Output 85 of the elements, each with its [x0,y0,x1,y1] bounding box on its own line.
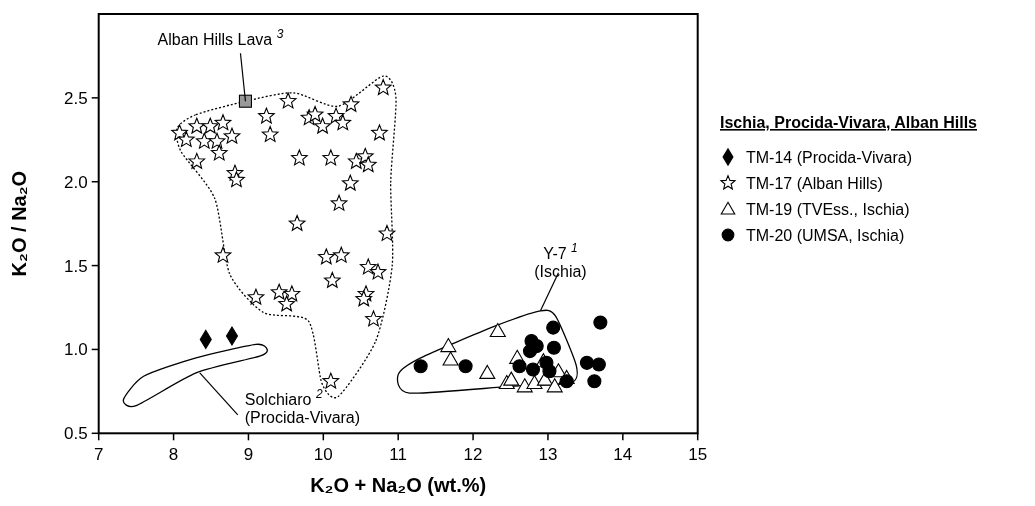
y-tick-label: 0.5 [64,424,88,444]
point [522,344,538,359]
y-tick-label: 1.0 [64,340,88,360]
x-tick-label: 9 [243,445,254,465]
point [177,131,195,147]
point [440,338,457,353]
point [208,132,226,149]
point [479,364,496,379]
point [330,194,348,211]
point [214,246,232,263]
point [214,114,232,131]
point [365,310,382,327]
legend-label: TM-20 (UMSA, Ischia) [746,227,905,244]
point [225,326,239,346]
point [341,174,359,191]
x-tick-label: 11 [389,445,408,465]
point [210,144,228,161]
y-tick-label: 2.0 [64,172,88,192]
x-tick-label: 7 [93,445,104,465]
point [442,351,459,366]
legend-label: TM-14 (Procida-Vivara) [746,149,912,166]
x-tick-label: 8 [168,445,179,465]
point [317,248,335,265]
legend-title: Ischia, Procida-Vivara, Alban Hills [720,114,978,131]
annotation: Y-7 $^{1}$ (Ischia) [534,240,587,281]
point [546,378,563,393]
y-axis-title: K₂O / Na₂O [8,170,30,277]
legend-label: TM-19 (TVEss., Ischia) [746,201,910,218]
point [359,156,377,173]
x-tick-label: 10 [313,445,333,465]
point [314,117,331,134]
point [323,271,341,288]
point [334,114,352,131]
x-tick-label: 14 [613,445,633,465]
point [332,246,350,263]
point [378,224,396,241]
point [188,152,206,169]
point [322,372,340,389]
point [413,359,428,374]
point [525,362,541,377]
point [201,117,219,134]
annotation: Alban Hills Lava $^{3}$ [157,27,284,49]
point [188,117,206,134]
point [355,290,373,307]
x-tick-label: 13 [538,445,558,465]
point [278,295,295,312]
annotation: Solchiaro $^{2}$ (Procida-Vivara) [244,386,361,427]
point [288,214,306,231]
point [542,364,557,379]
point [591,357,606,372]
point [593,315,608,330]
point [512,359,527,374]
point [261,126,279,142]
point [458,359,473,374]
point [223,127,241,144]
point [306,105,324,122]
point [228,171,245,188]
point [359,258,377,275]
point [342,95,360,112]
point [279,92,297,109]
point [546,320,561,335]
point [369,263,387,280]
point [546,340,561,355]
y-tick-label: 2.5 [64,88,88,108]
point [238,94,253,108]
point [195,132,213,149]
point [374,79,392,95]
point [489,322,506,338]
point [270,283,288,300]
point [371,124,388,141]
point [291,149,308,166]
x-axis-title: K₂O + Na₂O (wt.%) [310,474,487,496]
x-tick-label: 15 [688,445,708,465]
point [283,285,301,302]
y-tick-label: 1.5 [64,256,88,276]
point [559,374,574,389]
point [322,149,340,166]
point [587,374,602,389]
point [327,107,345,124]
x-tick-label: 12 [463,445,483,465]
point [503,371,520,386]
point [247,288,265,305]
point [579,355,594,370]
legend-label: TM-17 (Alban Hills) [746,175,883,192]
point [258,107,275,124]
